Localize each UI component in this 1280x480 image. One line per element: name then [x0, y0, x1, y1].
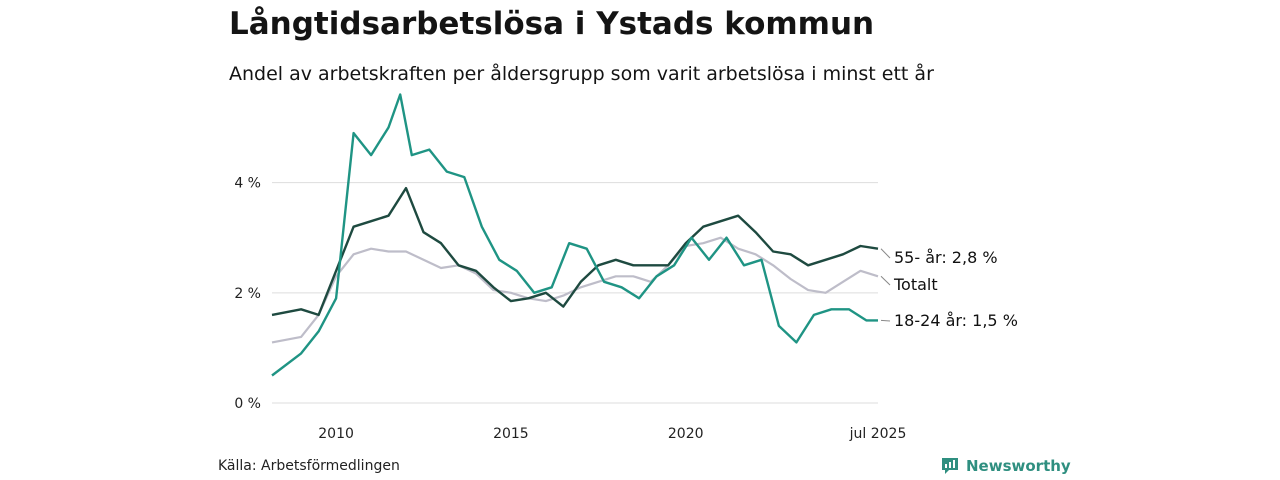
series-line-0: [271, 236, 879, 344]
x-tick-label: 2020: [668, 426, 704, 442]
chart-title: Långtidsarbetslösa i Ystads kommun: [229, 6, 875, 42]
x-tick-label: 2015: [493, 426, 529, 442]
series-line-2: [271, 93, 878, 377]
brand-name: Newsworthy: [966, 457, 1071, 475]
end-label-connector: [880, 319, 891, 322]
series-lines: [271, 93, 879, 377]
series-line-1: [271, 186, 879, 317]
end-label-connector: [880, 248, 891, 259]
brand-logo: Newsworthy: [940, 456, 1071, 476]
series-end-labels: Totalt 55- år: 2,8 % 18-24 år: 1,5 %: [880, 248, 1018, 330]
x-tick-label: jul 2025: [849, 426, 907, 442]
source-note: Källa: Arbetsförmedlingen: [218, 458, 400, 474]
end-label-connector: [880, 275, 891, 286]
series-end-label: 55- år: 2,8 %: [894, 248, 998, 267]
y-tick-label: 4 %: [234, 176, 261, 192]
chart-subtitle: Andel av arbetskraften per åldersgrupp s…: [229, 63, 934, 85]
x-tick-label: 2010: [318, 426, 354, 442]
series-end-label: Totalt: [893, 275, 938, 294]
newsworthy-logo-icon: [942, 458, 958, 474]
series-end-label: 18-24 år: 1,5 %: [894, 311, 1018, 330]
gridlines: [272, 182, 878, 404]
y-tick-label: 2 %: [234, 286, 261, 302]
y-tick-label: 0 %: [234, 396, 261, 412]
x-axis-labels: 2010 2015 2020 jul 2025: [318, 426, 906, 442]
y-axis-labels: 0 % 2 % 4 %: [234, 176, 261, 412]
